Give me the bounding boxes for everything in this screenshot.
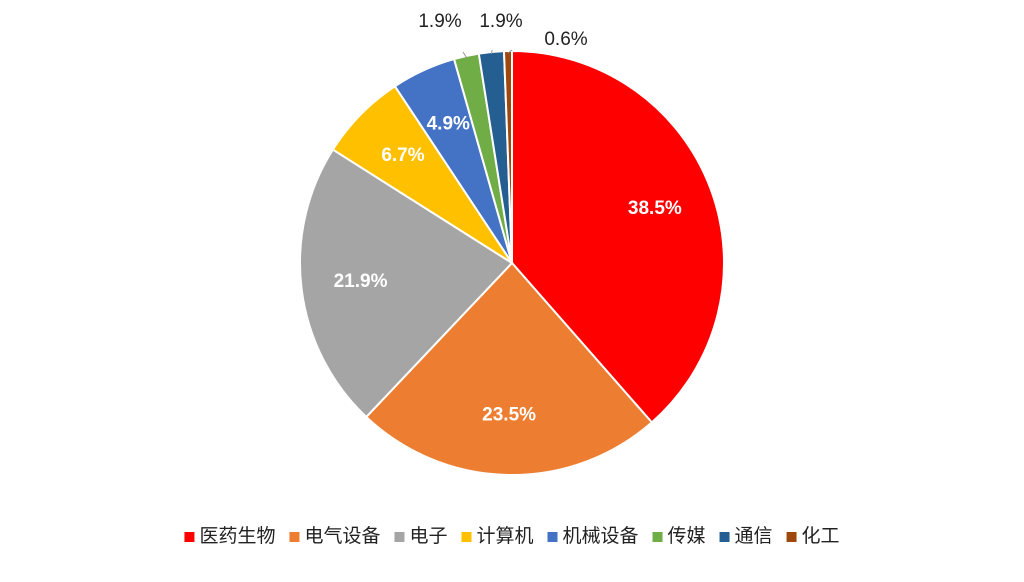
leader-line xyxy=(462,51,468,59)
legend-label: 化工 xyxy=(802,525,840,547)
legend-label: 电气设备 xyxy=(304,525,380,547)
leader-line xyxy=(507,49,513,54)
data-label: 1.9% xyxy=(418,11,461,32)
pie-slice xyxy=(364,261,654,476)
data-label: 4.9% xyxy=(427,113,470,134)
pie-slice xyxy=(299,148,514,419)
legend-marker xyxy=(547,532,558,542)
data-label: 0.6% xyxy=(544,29,587,50)
legend-label: 电子 xyxy=(409,525,447,547)
legend-marker xyxy=(719,532,730,542)
legend-label: 通信 xyxy=(735,525,773,547)
legend: 医药生物 电气设备 电子 计算机 机械设备 传媒 通信 化工 xyxy=(184,525,840,547)
data-label: 38.5% xyxy=(628,198,682,219)
legend-marker xyxy=(394,532,405,542)
legend-marker xyxy=(461,532,472,542)
legend-label: 医药生物 xyxy=(199,525,275,547)
legend-label: 传媒 xyxy=(668,525,706,547)
legend-marker xyxy=(786,532,797,542)
data-label: 23.5% xyxy=(482,405,536,426)
data-label: 1.9% xyxy=(479,11,522,32)
legend-marker xyxy=(289,532,300,542)
pie-slice xyxy=(511,49,725,424)
pie-slice xyxy=(502,49,513,264)
legend-label: 计算机 xyxy=(476,525,533,547)
legend-marker xyxy=(184,532,195,542)
legend-label: 机械设备 xyxy=(563,525,639,547)
data-label: 6.7% xyxy=(381,145,424,166)
legend-marker xyxy=(652,532,663,542)
data-label: 21.9% xyxy=(334,271,388,292)
